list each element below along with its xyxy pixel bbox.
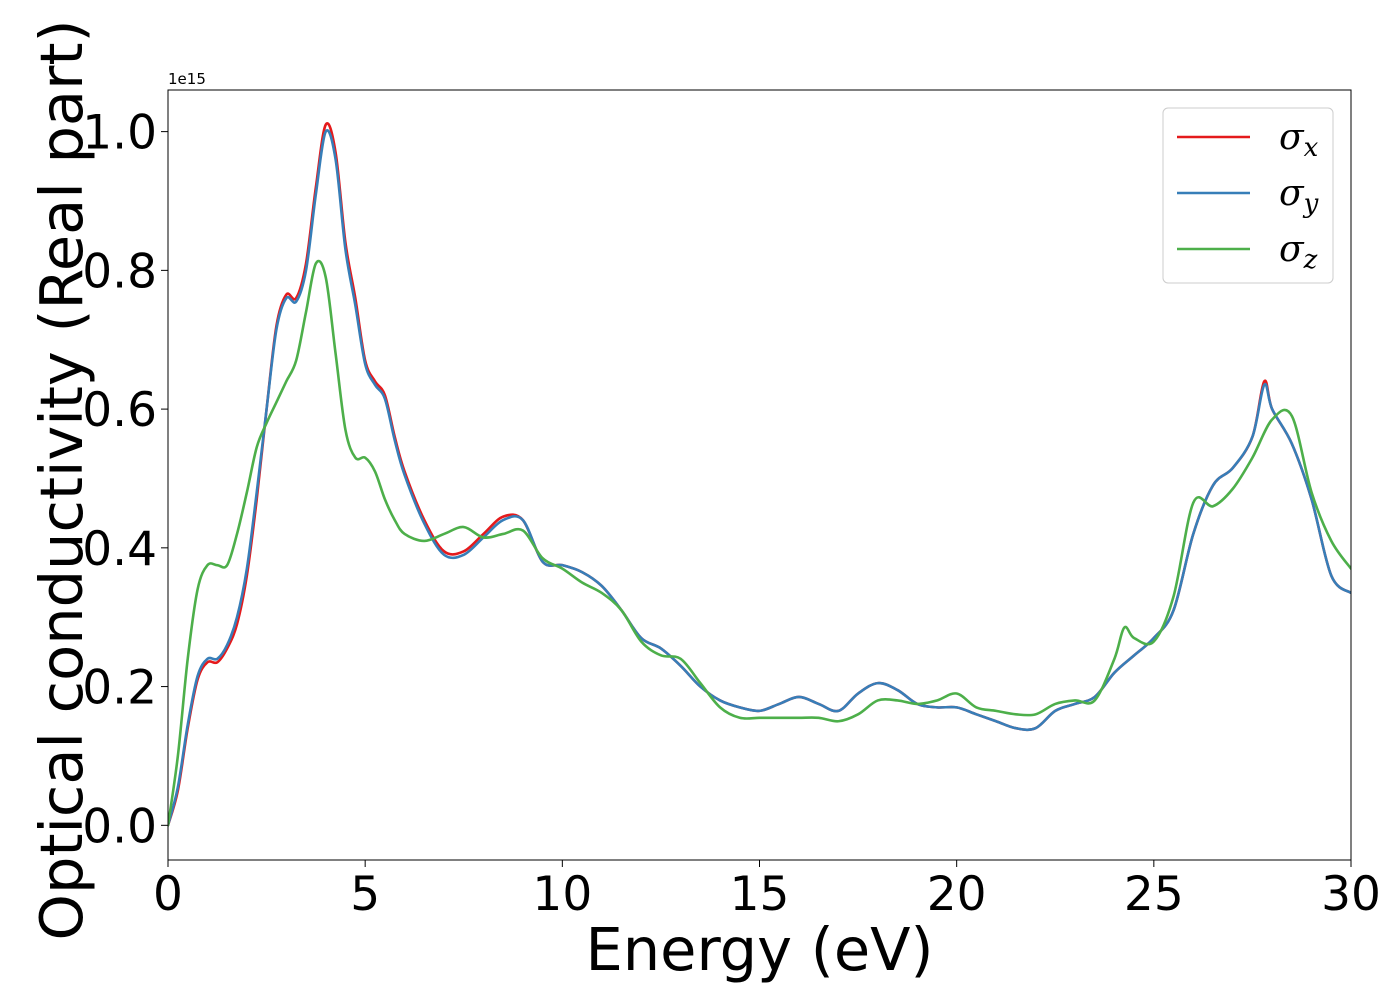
x-axis-title: Energy (eV) [585,915,933,984]
series-line-y [168,129,1351,827]
tick-layer: 0 5 10 15 20 25 30 0.0 0.2 0.4 0.6 0.8 1.0 [82,106,1381,922]
y-tick-label: 0.0 [82,799,157,854]
y-axis-title: Optical conductivity (Real part) [27,20,96,941]
x-tick-label: 10 [532,867,592,922]
x-tick-label: 25 [1124,867,1184,922]
series-line-z [168,259,1351,827]
x-tick-label: 5 [350,867,380,922]
y-tick-label: 0.4 [82,522,157,577]
y-tick-label: 0.6 [82,383,157,438]
x-tick-label: 0 [153,867,183,922]
y-tick-label: 0.2 [82,661,157,716]
legend-label-z: σz [1279,229,1318,275]
legend: σx σy σz [1162,107,1334,284]
legend-label-x: σx [1279,117,1319,163]
series-layer [168,122,1351,827]
x-tick-label: 15 [730,867,790,922]
legend-box [1162,107,1334,284]
x-tick-label: 20 [927,867,987,922]
y-tick-label: 0.8 [82,244,157,299]
x-tick-label: 30 [1321,867,1381,922]
y-axis-offset-label: 1e15 [168,70,206,88]
y-tick-label: 1.0 [82,106,157,161]
legend-label-y: σy [1279,173,1319,219]
